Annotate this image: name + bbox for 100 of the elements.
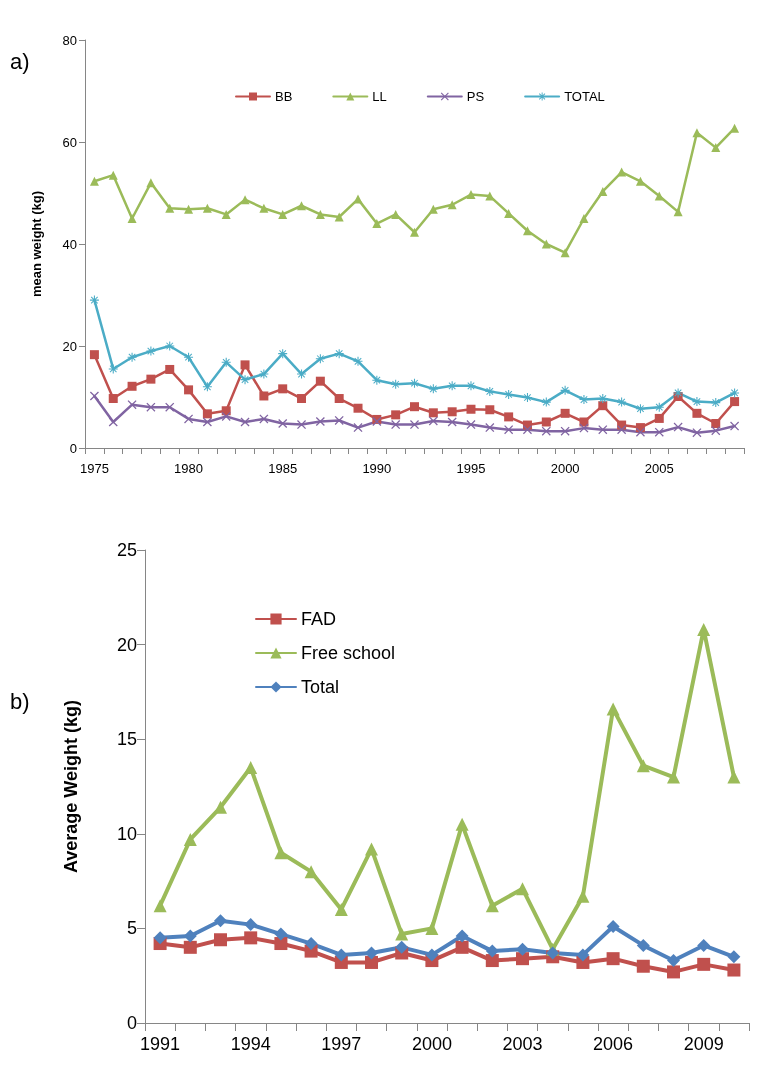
point xyxy=(183,832,197,846)
point xyxy=(153,899,167,913)
point xyxy=(636,959,650,973)
point xyxy=(108,170,118,180)
point xyxy=(730,397,740,407)
point xyxy=(485,423,495,433)
point xyxy=(240,375,250,385)
point xyxy=(278,209,288,219)
point xyxy=(278,419,288,429)
x-tick-label: 1991 xyxy=(140,1034,181,1054)
y-tick-label: 10 xyxy=(116,823,137,844)
point xyxy=(466,190,476,200)
point xyxy=(727,770,741,784)
x-tick-label: 1975 xyxy=(79,461,109,476)
x-tick-label: 2000 xyxy=(411,1034,452,1054)
point xyxy=(165,364,175,374)
point xyxy=(485,899,499,913)
point xyxy=(425,948,439,962)
point xyxy=(353,423,363,433)
point xyxy=(334,902,348,916)
point xyxy=(89,350,99,360)
point xyxy=(297,369,307,379)
x-tick-label: 2003 xyxy=(502,1034,543,1054)
point xyxy=(153,931,167,945)
point xyxy=(727,950,741,964)
point xyxy=(654,413,664,423)
x-tick-label: 1994 xyxy=(230,1034,271,1054)
point xyxy=(391,410,401,420)
point xyxy=(692,408,702,418)
point xyxy=(89,391,99,401)
point xyxy=(315,376,325,386)
y-tick-label: 0 xyxy=(69,440,77,456)
point xyxy=(516,942,529,956)
point xyxy=(576,948,590,962)
point xyxy=(522,226,532,236)
point xyxy=(425,921,439,935)
point xyxy=(466,404,476,414)
point xyxy=(221,411,231,421)
point xyxy=(697,938,711,952)
point xyxy=(727,963,741,977)
point xyxy=(410,402,419,412)
point xyxy=(711,419,721,429)
point xyxy=(428,408,438,418)
point xyxy=(108,417,118,427)
point xyxy=(108,394,118,404)
x-tick-label: 2006 xyxy=(593,1034,634,1054)
point xyxy=(315,416,325,426)
x-tick-label: 1980 xyxy=(174,461,204,476)
x-tick-label: 1985 xyxy=(268,461,298,476)
point xyxy=(146,374,156,384)
point xyxy=(636,938,650,952)
y-tick-label: 60 xyxy=(62,134,77,150)
point xyxy=(598,425,608,435)
point xyxy=(606,920,620,934)
text: a) xyxy=(10,48,30,74)
point xyxy=(667,770,680,784)
point xyxy=(221,209,231,219)
point xyxy=(184,204,194,214)
point xyxy=(184,414,194,424)
point xyxy=(455,817,469,831)
point xyxy=(391,420,401,430)
point xyxy=(297,394,307,404)
point xyxy=(395,927,409,941)
y-tick-label: 20 xyxy=(116,634,137,655)
y-tick-label: 0 xyxy=(126,1013,137,1033)
point xyxy=(184,385,194,395)
point xyxy=(667,954,680,968)
legend-label: Free school xyxy=(301,643,396,663)
y-axis-title: mean weight (kg) xyxy=(29,190,44,298)
point xyxy=(606,952,620,966)
point xyxy=(730,421,740,431)
point xyxy=(730,388,740,398)
point xyxy=(541,239,551,249)
point xyxy=(598,401,608,411)
point xyxy=(579,417,589,427)
point xyxy=(541,426,551,436)
point xyxy=(127,381,137,391)
point xyxy=(692,397,702,407)
point xyxy=(274,846,288,860)
x-tick-label: 1990 xyxy=(362,461,392,476)
point xyxy=(692,428,702,438)
point xyxy=(541,417,551,427)
point xyxy=(214,914,227,928)
point xyxy=(353,403,363,413)
point xyxy=(259,203,269,213)
point xyxy=(635,176,645,186)
point xyxy=(202,409,212,419)
x-tick-label: 2000 xyxy=(550,461,580,476)
point xyxy=(697,622,711,636)
point xyxy=(202,417,212,427)
point xyxy=(636,759,650,773)
legend-label: FAD xyxy=(301,609,337,629)
point xyxy=(579,214,589,223)
point xyxy=(304,865,318,879)
point xyxy=(274,937,288,951)
point xyxy=(697,957,711,971)
point xyxy=(692,128,702,138)
point xyxy=(259,391,269,401)
point xyxy=(516,882,529,896)
point xyxy=(334,394,344,404)
